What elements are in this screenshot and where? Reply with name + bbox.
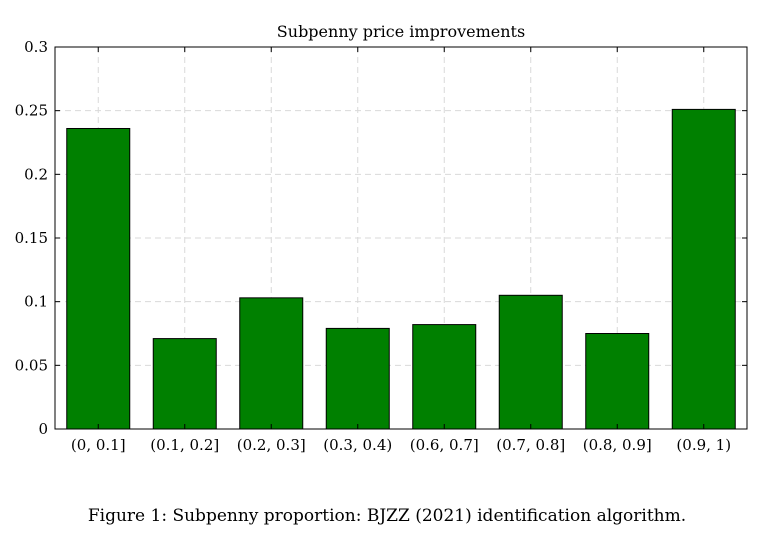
bar	[671, 108, 736, 430]
x-tick-label: (0.2, 0.3]	[237, 436, 306, 454]
x-tick-label: (0, 0.1]	[71, 436, 126, 454]
x-tick-label: (0.1, 0.2]	[150, 436, 219, 454]
bar	[325, 327, 390, 430]
bar	[239, 297, 304, 430]
x-tick-label: (0.6, 0.7]	[410, 436, 479, 454]
x-tick-label: (0.8, 0.9]	[583, 436, 652, 454]
y-tick-label: 0	[38, 420, 48, 438]
x-tick-label: (0.9, 1)	[676, 436, 731, 454]
y-tick-label: 0.05	[15, 356, 48, 374]
y-tick-label: 0.15	[15, 229, 48, 247]
bars	[66, 108, 736, 430]
bar	[152, 338, 217, 430]
x-tick-label: (0.3, 0.4)	[323, 436, 392, 454]
chart-title: Subpenny price improvements	[277, 22, 525, 41]
y-tick-label: 0.3	[24, 38, 48, 56]
bar	[412, 324, 477, 430]
bar-chart: Subpenny price improvements 0 0.05 0.1 0.15…	[15, 22, 748, 454]
y-axis-ticks: 0 0.05 0.1 0.15 0.2 0.25 0.3	[15, 38, 747, 438]
x-axis-ticks: (0, 0.1] (0.1, 0.2] (0.2, 0.3] (0.3, 0.4) (0…	[71, 47, 731, 454]
figure-caption: Figure 1: Subpenny proportion: BJZZ (202…	[87, 506, 687, 526]
x-tick-label: (0.7, 0.8]	[496, 436, 565, 454]
bar	[585, 333, 650, 430]
bar	[66, 127, 131, 430]
y-tick-label: 0.25	[15, 102, 48, 120]
bar	[498, 294, 563, 430]
y-tick-label: 0.2	[24, 165, 48, 183]
y-tick-label: 0.1	[24, 293, 48, 311]
